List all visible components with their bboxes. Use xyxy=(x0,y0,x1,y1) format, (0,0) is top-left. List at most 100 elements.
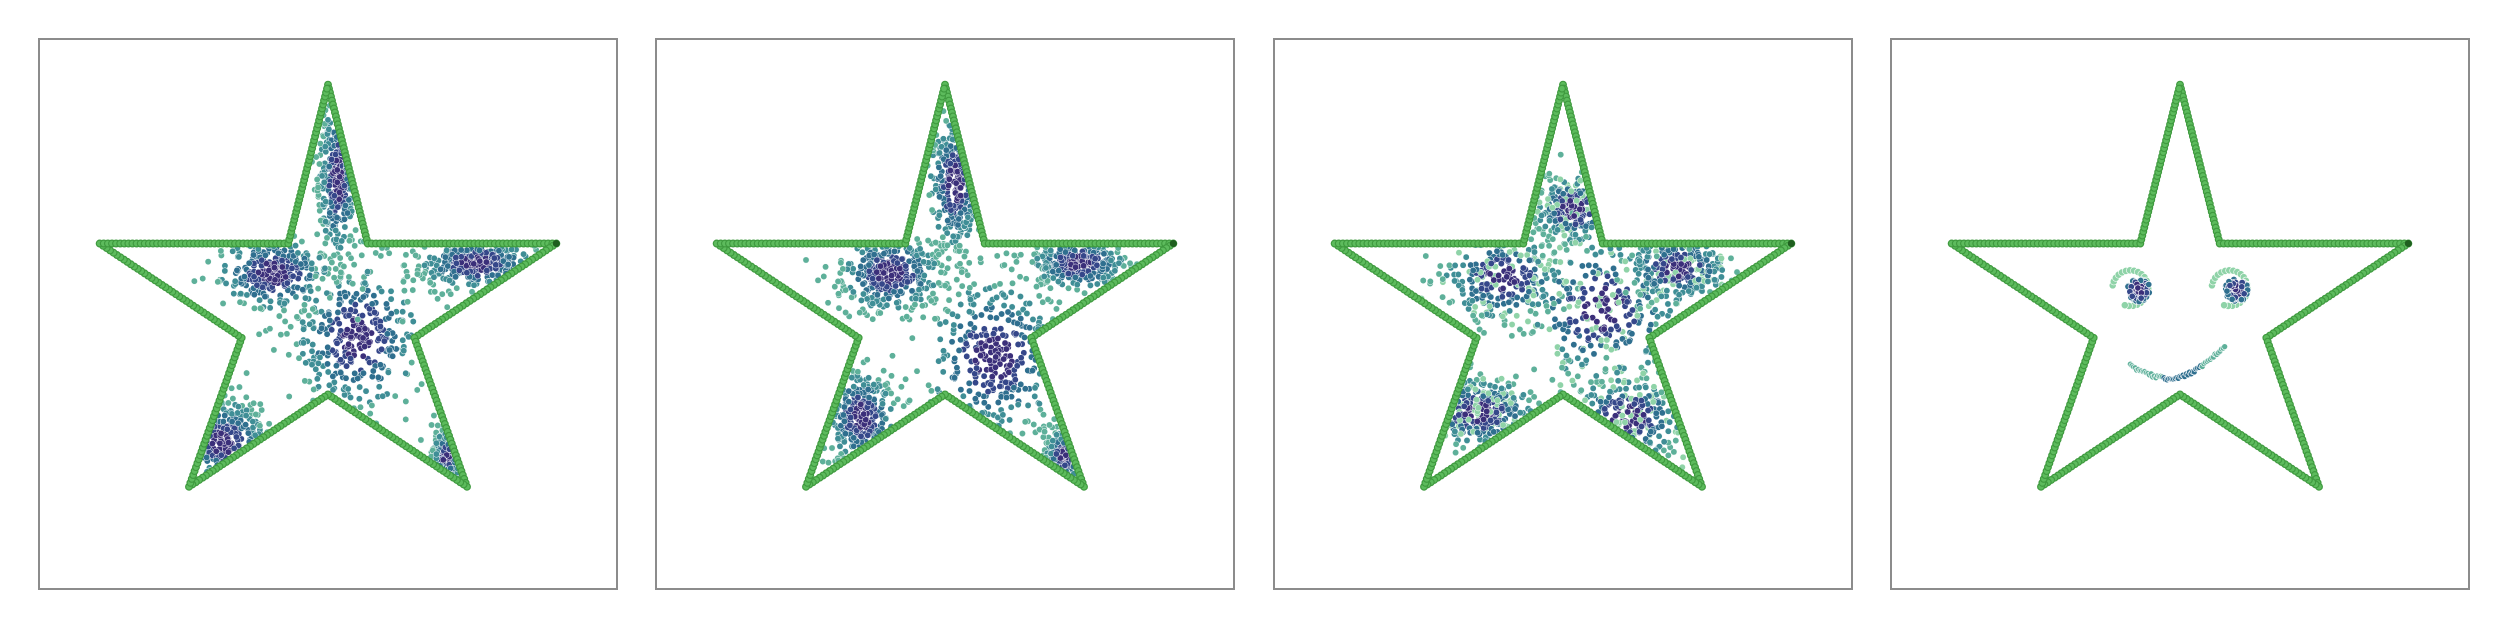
sample-point xyxy=(322,198,330,206)
sample-point xyxy=(873,268,881,276)
sample-point xyxy=(335,320,343,328)
sample-point xyxy=(824,299,832,307)
sample-point xyxy=(1078,271,1086,279)
sample-point xyxy=(333,166,341,174)
sample-point xyxy=(950,321,958,329)
sample-point xyxy=(443,246,451,254)
sample-point xyxy=(1679,453,1687,461)
sample-point xyxy=(412,252,420,259)
sample-point xyxy=(1666,418,1674,426)
sample-point xyxy=(321,143,329,151)
sample-point xyxy=(216,439,224,447)
sample-point xyxy=(313,375,321,383)
sample-point xyxy=(924,237,932,244)
sample-point xyxy=(316,353,324,361)
sample-point xyxy=(1040,273,1048,280)
sample-point xyxy=(915,286,923,294)
sample-point xyxy=(860,410,868,418)
sample-point xyxy=(842,430,849,438)
sample-point xyxy=(305,312,313,320)
sample-point xyxy=(977,254,984,262)
sample-point xyxy=(944,217,952,225)
sample-point xyxy=(413,386,421,394)
sample-point xyxy=(840,411,847,419)
sample-point xyxy=(935,251,943,258)
sample-point xyxy=(1031,392,1039,400)
sample-point xyxy=(230,290,238,298)
sample-point xyxy=(1021,418,1029,426)
sample-point xyxy=(434,295,442,303)
sample-point xyxy=(1604,272,1611,280)
sample-point xyxy=(935,357,943,365)
sample-point xyxy=(314,183,322,191)
sample-point xyxy=(847,414,855,421)
sample-point xyxy=(219,300,227,307)
sample-point xyxy=(346,237,353,245)
sample-point xyxy=(292,242,299,250)
sample-point xyxy=(353,290,360,298)
sample-point xyxy=(819,458,827,465)
sample-point xyxy=(1055,267,1063,275)
sample-point xyxy=(1017,380,1025,388)
sample-point xyxy=(402,369,410,377)
sample-point xyxy=(308,361,316,369)
sample-point xyxy=(849,288,857,296)
sample-point xyxy=(932,185,940,193)
sample-point xyxy=(283,330,291,338)
sample-point xyxy=(858,248,866,256)
sample-point xyxy=(857,296,865,304)
sample-point xyxy=(340,182,348,190)
sample-point xyxy=(344,385,352,393)
sample-point xyxy=(961,253,968,260)
sample-point xyxy=(341,202,349,209)
sample-point xyxy=(322,218,330,226)
sample-point xyxy=(345,273,353,281)
sample-point xyxy=(355,326,363,334)
sample-point xyxy=(841,417,848,425)
sample-point xyxy=(955,347,963,354)
sample-point xyxy=(1024,402,1032,409)
sample-point xyxy=(996,280,1004,288)
sample-point xyxy=(355,395,363,403)
sample-point xyxy=(987,381,995,388)
sample-point xyxy=(945,296,953,304)
sample-point xyxy=(1049,274,1057,282)
sample-point xyxy=(324,343,332,351)
sample-point xyxy=(1452,449,1460,457)
sample-point xyxy=(364,268,372,276)
sample-point xyxy=(301,377,309,385)
sample-point xyxy=(881,381,889,389)
sample-point xyxy=(228,384,236,392)
sample-point xyxy=(354,375,362,382)
sample-point xyxy=(998,310,1006,318)
sample-point xyxy=(1008,266,1016,273)
sample-point xyxy=(323,234,331,242)
sample-point xyxy=(1091,255,1099,263)
star-outline xyxy=(712,80,1178,491)
sample-point xyxy=(1056,454,1064,462)
sample-point xyxy=(893,299,901,307)
outline-end-dot xyxy=(552,239,560,248)
sample-point xyxy=(505,253,513,261)
sample-point xyxy=(217,451,225,459)
sample-point xyxy=(945,255,953,262)
sample-point xyxy=(383,300,390,308)
sample-point xyxy=(949,310,956,318)
sample-point xyxy=(850,434,858,442)
sample-point xyxy=(318,172,326,180)
panel-1 xyxy=(38,38,618,590)
sample-point xyxy=(1000,291,1007,299)
sample-point xyxy=(1601,284,1609,292)
sample-point xyxy=(306,272,314,279)
sample-point xyxy=(997,373,1005,381)
sample-point xyxy=(328,156,335,163)
sample-point xyxy=(906,397,913,404)
sample-point xyxy=(457,246,465,254)
sample-point xyxy=(902,262,910,270)
sample-point xyxy=(455,266,463,274)
sample-point xyxy=(1658,409,1666,417)
sample-point xyxy=(340,306,348,314)
sample-point xyxy=(266,325,274,333)
sample-point xyxy=(300,339,307,347)
sample-point xyxy=(1021,385,1029,393)
